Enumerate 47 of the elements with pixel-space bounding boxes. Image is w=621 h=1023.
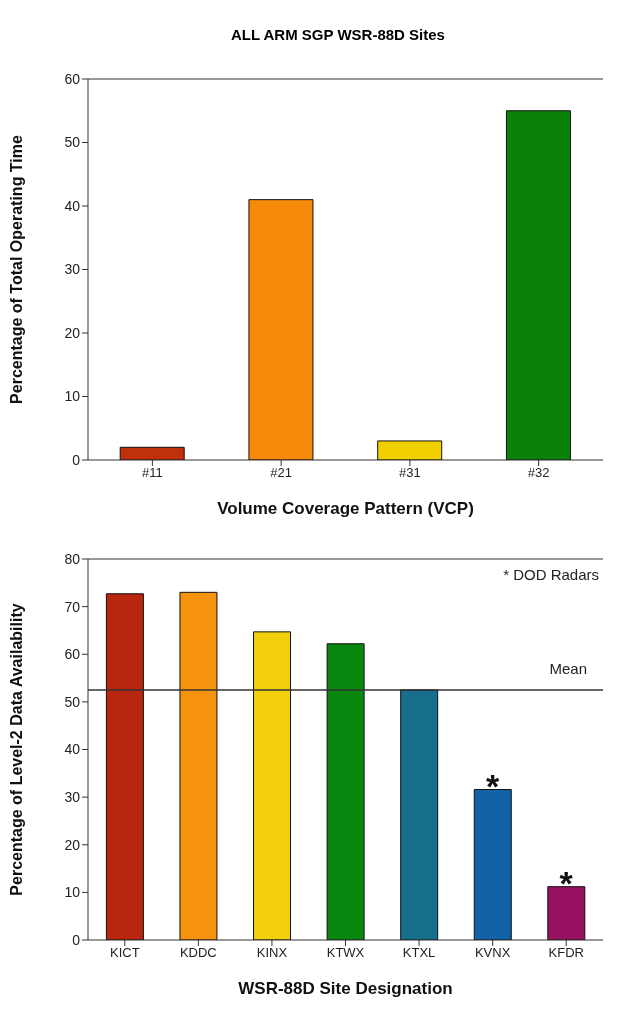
annotation: * DOD Radars [503,566,599,583]
y-tick-label: 20 [64,324,81,341]
bar [248,199,314,460]
x-tick-label: KDDC [179,945,217,961]
x-tick-label: KTXL [402,945,436,961]
annotation: * [559,863,574,902]
x-tick-label: KTWX [326,945,365,961]
x-tick-label: #32 [527,465,550,481]
bar [119,446,185,460]
bar [326,643,365,940]
y-tick-label: 30 [64,789,81,806]
y-axis-title: Percentage of Level-2 Data Availability [7,603,25,896]
y-tick-label: 40 [64,197,81,214]
x-tick-label: KFDR [548,945,584,961]
x-tick-label: KINX [256,945,288,961]
bar [377,440,443,460]
bar [505,110,571,460]
ref-line-label: Mean [549,659,587,677]
y-tick-label: 30 [64,261,81,278]
bar [547,886,586,940]
annotation: * [486,766,501,805]
y-tick-label: 0 [72,451,81,468]
x-tick-label: #31 [399,465,421,481]
bar [473,789,512,940]
y-axis-title: Percentage of Total Operating Time [7,135,25,404]
x-tick-label: #11 [142,465,163,481]
bar [105,593,144,940]
x-tick-label: #21 [270,465,292,481]
x-tick-label: KICT [109,945,140,961]
bar [253,631,292,940]
bar [179,591,218,940]
y-tick-label: 20 [64,836,81,853]
x-axis-title: Volume Coverage Pattern (VCP) [217,499,474,518]
y-tick-label: 50 [64,693,81,710]
y-tick-label: 0 [72,931,81,948]
y-tick-label: 80 [64,550,81,567]
chart-title: ALL ARM SGP WSR-88D Sites [230,26,446,43]
y-tick-label: 40 [64,741,81,758]
bar [400,689,439,940]
x-axis-title: WSR-88D Site Designation [238,979,453,998]
y-tick-label: 60 [64,70,81,87]
y-tick-label: 70 [64,598,81,615]
y-tick-label: 10 [64,388,81,405]
y-tick-label: 60 [64,646,81,663]
y-tick-label: 50 [64,134,81,151]
y-tick-label: 10 [64,884,81,901]
x-tick-label: KVNX [474,945,511,961]
